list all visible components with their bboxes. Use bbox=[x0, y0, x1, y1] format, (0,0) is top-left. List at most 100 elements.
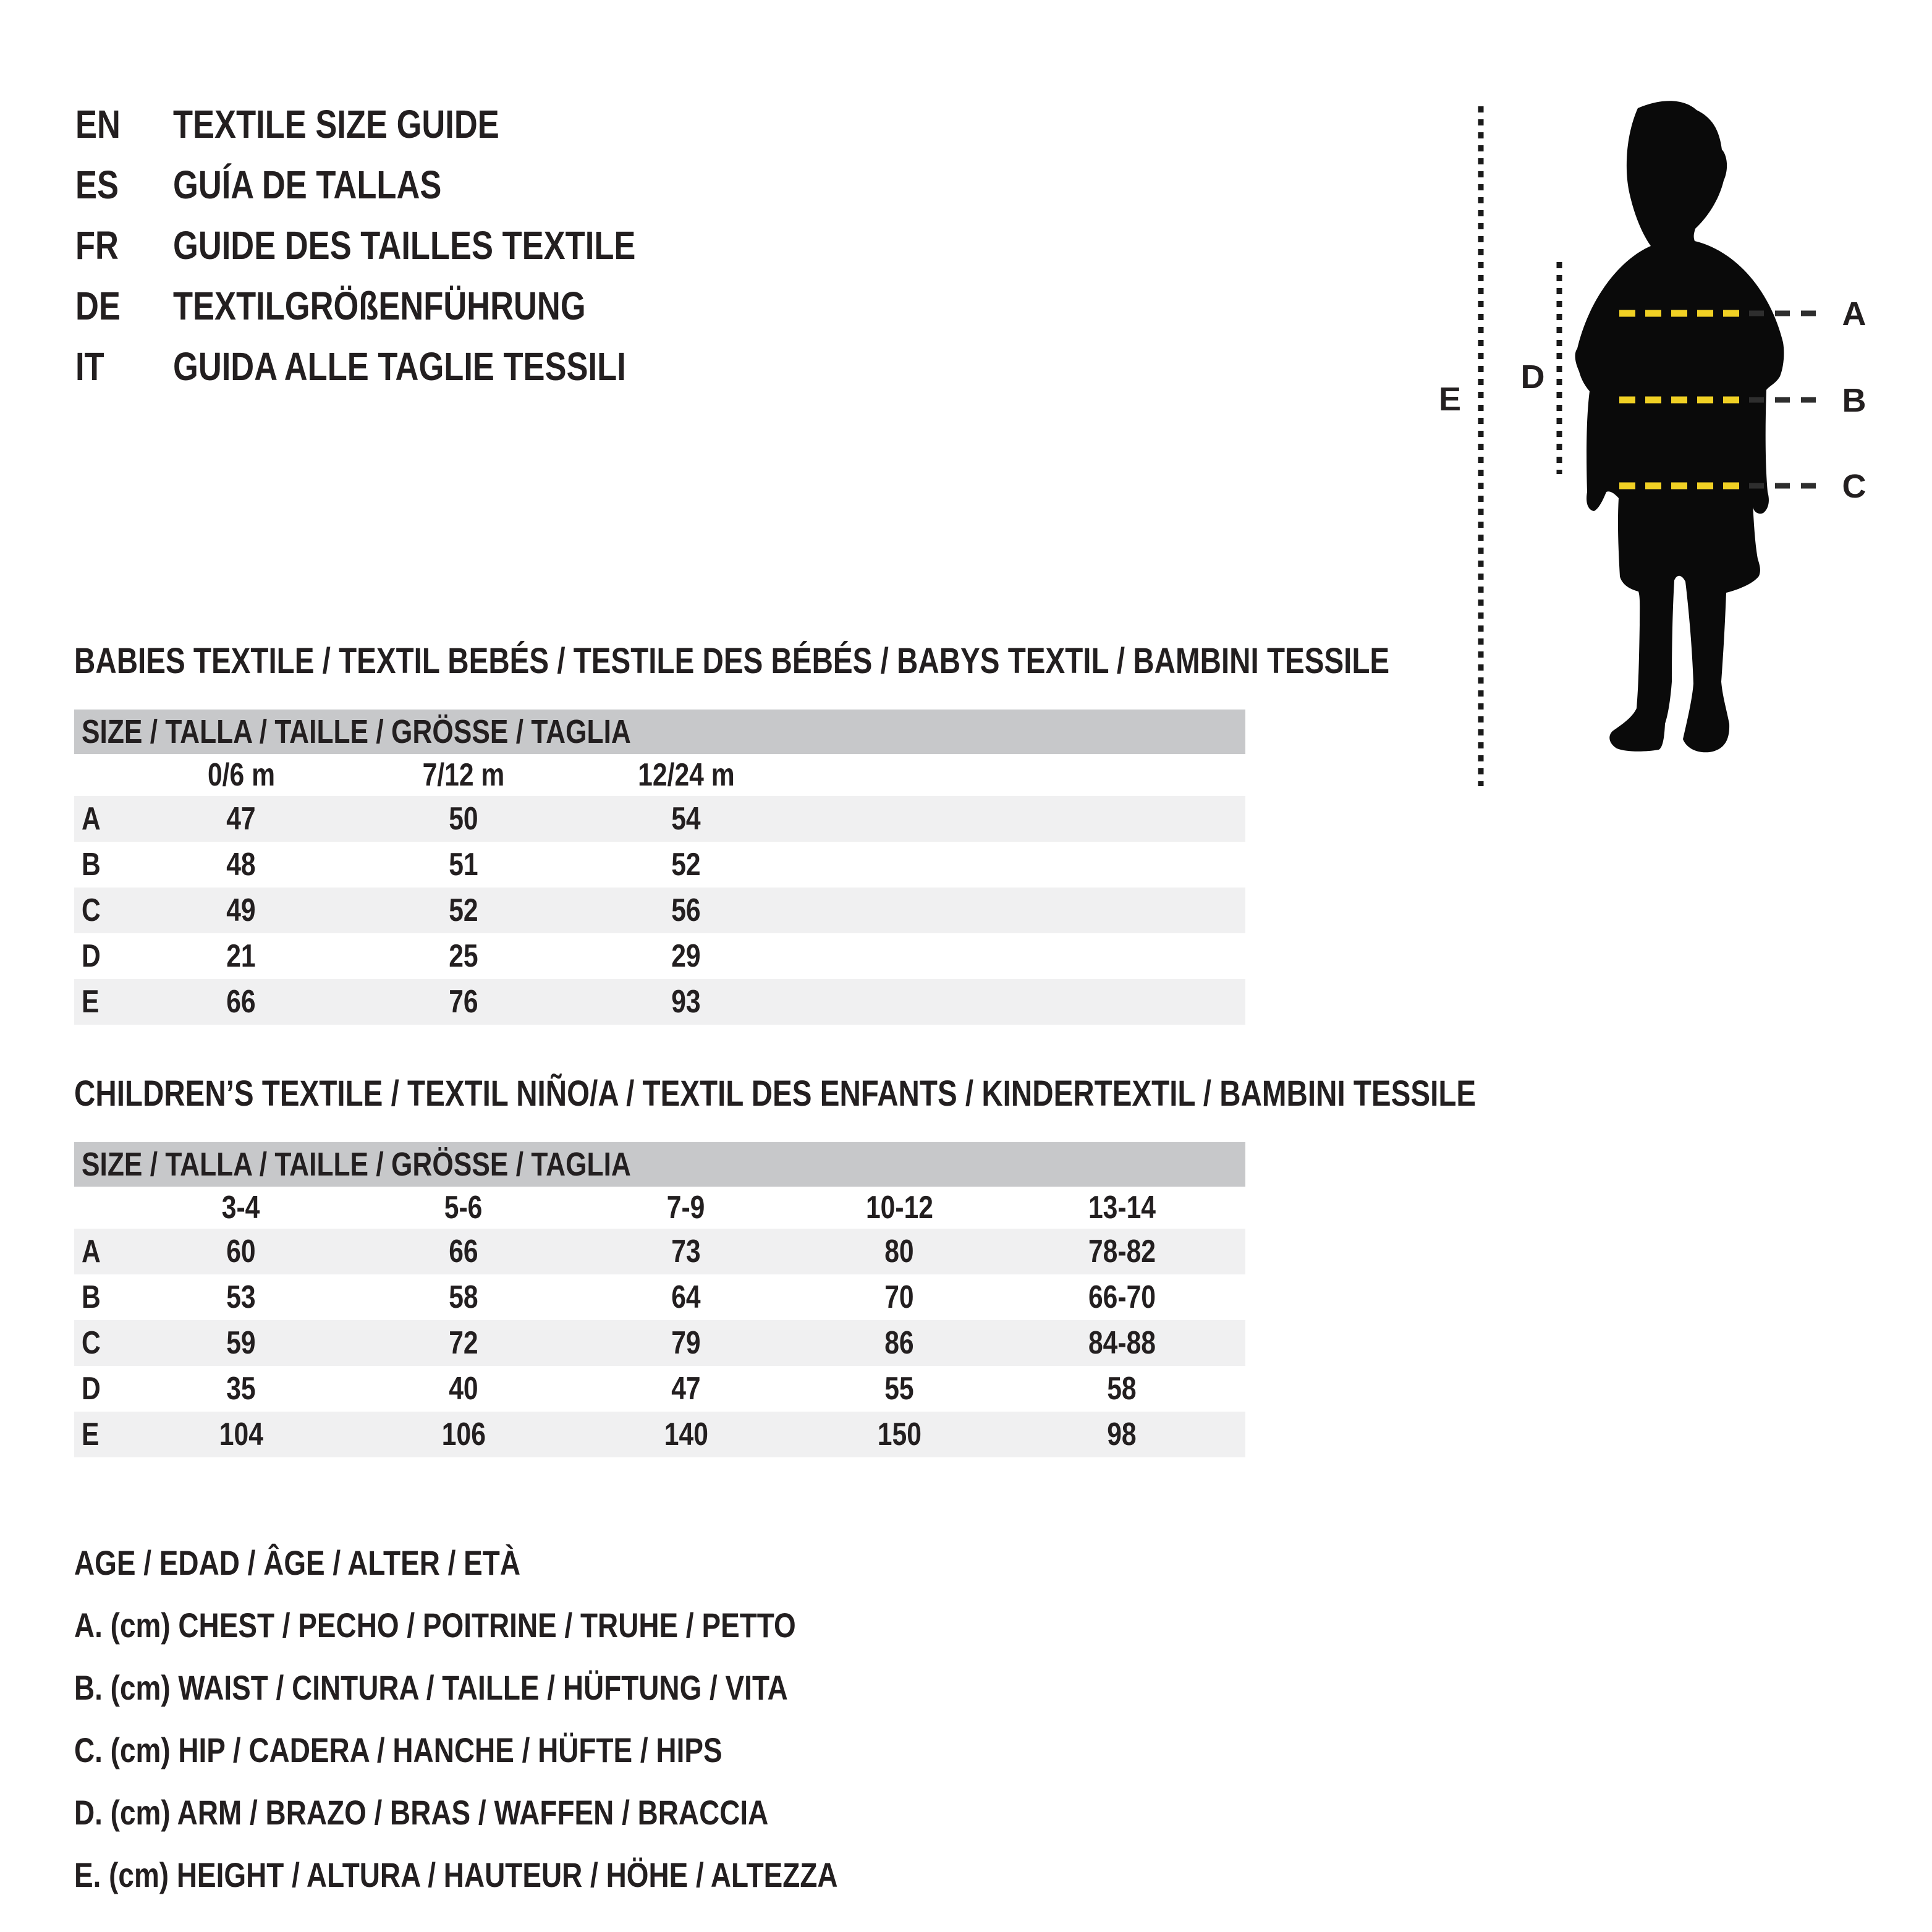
row-label: C bbox=[82, 1325, 101, 1361]
column-header: 13-14 bbox=[1088, 1190, 1156, 1226]
cell: 76 bbox=[449, 984, 478, 1020]
cell: 98 bbox=[1107, 1417, 1137, 1452]
size-header-label: SIZE / TALLA / TAILLE / GRÖSSE / TAGLIA bbox=[82, 713, 631, 750]
guide-title-de: TEXTILGRÖßENFÜHRUNG bbox=[173, 284, 586, 328]
child-silhouette bbox=[1575, 101, 1784, 753]
row-label: A bbox=[82, 1234, 101, 1269]
cell: 60 bbox=[226, 1234, 256, 1269]
babies-section-heading: BABIES TEXTILE / TEXTIL BEBÉS / TESTILE … bbox=[74, 641, 1390, 681]
cell: 73 bbox=[671, 1234, 701, 1269]
legend-line-hip: C. (cm) HIP / CADERA / HANCHE / HÜFTE / … bbox=[74, 1731, 722, 1769]
row-label: C bbox=[82, 892, 101, 928]
cell: 70 bbox=[884, 1279, 914, 1315]
row-label: E bbox=[82, 984, 100, 1020]
table-row-b: B 53 58 64 70 66-70 bbox=[74, 1274, 1245, 1320]
language-code: FR bbox=[75, 223, 119, 268]
cell: 72 bbox=[449, 1325, 478, 1361]
cell: 49 bbox=[226, 892, 256, 928]
table-row-c: C 59 72 79 86 84-88 bbox=[74, 1320, 1245, 1366]
size-header-bar: SIZE / TALLA / TAILLE / GRÖSSE / TAGLIA bbox=[74, 1142, 1245, 1187]
language-code: DE bbox=[75, 284, 121, 328]
size-header-label: SIZE / TALLA / TAILLE / GRÖSSE / TAGLIA bbox=[82, 1146, 631, 1183]
cell: 29 bbox=[671, 938, 701, 974]
cell: 52 bbox=[449, 892, 478, 928]
cell: 48 bbox=[226, 847, 256, 883]
column-header: 7/12 m bbox=[422, 757, 505, 793]
column-header: 5-6 bbox=[444, 1190, 483, 1226]
cell: 47 bbox=[671, 1371, 701, 1407]
figure-label-a: A bbox=[1842, 295, 1866, 333]
cell: 53 bbox=[226, 1279, 256, 1315]
child-silhouette-diagram bbox=[1478, 101, 1827, 786]
legend-line-waist: B. (cm) WAIST / CINTURA / TAILLE / HÜFTU… bbox=[74, 1668, 788, 1707]
cell: 55 bbox=[884, 1371, 914, 1407]
cell: 47 bbox=[226, 801, 256, 837]
cell: 150 bbox=[877, 1417, 922, 1452]
legend-line-chest: A. (cm) CHEST / PECHO / POITRINE / TRUHE… bbox=[74, 1606, 796, 1645]
legend-line-height: E. (cm) HEIGHT / ALTURA / HAUTEUR / HÖHE… bbox=[74, 1855, 838, 1894]
cell: 54 bbox=[671, 801, 701, 837]
table-row-b: B 48 51 52 bbox=[74, 842, 1245, 888]
row-label: D bbox=[82, 938, 101, 974]
measurement-figure bbox=[1452, 93, 1932, 810]
table-row-e: E 104 106 140 150 98 bbox=[74, 1412, 1245, 1457]
legend-line-arm: D. (cm) ARM / BRAZO / BRAS / WAFFEN / BR… bbox=[74, 1793, 769, 1832]
cell: 56 bbox=[671, 892, 701, 928]
guide-title-fr: GUIDE DES TAILLES TEXTILE bbox=[173, 223, 636, 268]
row-label: D bbox=[82, 1371, 101, 1407]
cell: 59 bbox=[226, 1325, 256, 1361]
guide-title-it: GUIDA ALLE TAGLIE TESSILI bbox=[173, 344, 626, 389]
measurement-legend: AGE / EDAD / ÂGE / ALTER / ETÀ A. (cm) C… bbox=[74, 1532, 1006, 1906]
children-column-headers: 3-4 5-6 7-9 10-12 13-14 bbox=[74, 1187, 1245, 1229]
cell: 84-88 bbox=[1088, 1325, 1156, 1361]
column-header: 0/6 m bbox=[207, 757, 275, 793]
cell: 58 bbox=[449, 1279, 478, 1315]
cell: 80 bbox=[884, 1234, 914, 1269]
row-label: E bbox=[82, 1417, 100, 1452]
cell: 35 bbox=[226, 1371, 256, 1407]
figure-label-c: C bbox=[1842, 468, 1866, 505]
table-row-d: D 21 25 29 bbox=[74, 933, 1245, 979]
cell: 66 bbox=[226, 984, 256, 1020]
cell: 64 bbox=[671, 1279, 701, 1315]
guide-title-es: GUÍA DE TALLAS bbox=[173, 163, 442, 207]
cell: 21 bbox=[226, 938, 256, 974]
babies-column-headers: 0/6 m 7/12 m 12/24 m bbox=[74, 754, 1245, 796]
row-label: B bbox=[82, 1279, 101, 1315]
language-code: IT bbox=[75, 344, 104, 389]
table-row-a: A 60 66 73 80 78-82 bbox=[74, 1229, 1245, 1274]
table-row-c: C 49 52 56 bbox=[74, 888, 1245, 933]
figure-label-d: D bbox=[1520, 358, 1545, 396]
babies-size-table: SIZE / TALLA / TAILLE / GRÖSSE / TAGLIA … bbox=[74, 710, 1245, 1025]
cell: 51 bbox=[449, 847, 478, 883]
guide-title-en: TEXTILE SIZE GUIDE bbox=[173, 102, 499, 146]
row-label: A bbox=[82, 801, 101, 837]
table-row-a: A 47 50 54 bbox=[74, 796, 1245, 842]
cell: 104 bbox=[219, 1417, 263, 1452]
cell: 52 bbox=[671, 847, 701, 883]
cell: 79 bbox=[671, 1325, 701, 1361]
cell: 78-82 bbox=[1088, 1234, 1156, 1269]
cell: 86 bbox=[884, 1325, 914, 1361]
cell: 66 bbox=[449, 1234, 478, 1269]
figure-label-b: B bbox=[1842, 382, 1866, 419]
size-header-bar: SIZE / TALLA / TAILLE / GRÖSSE / TAGLIA bbox=[74, 710, 1245, 754]
children-section-heading: CHILDREN’S TEXTILE / TEXTIL NIÑO/A / TEX… bbox=[74, 1074, 1477, 1114]
column-header: 12/24 m bbox=[637, 757, 735, 793]
table-row-e: E 66 76 93 bbox=[74, 979, 1245, 1025]
cell: 40 bbox=[449, 1371, 478, 1407]
column-header: 3-4 bbox=[222, 1190, 260, 1226]
cell: 66-70 bbox=[1088, 1279, 1156, 1315]
language-code: EN bbox=[75, 102, 121, 146]
cell: 93 bbox=[671, 984, 701, 1020]
cell: 25 bbox=[449, 938, 478, 974]
figure-label-e: E bbox=[1438, 381, 1462, 418]
column-header: 10-12 bbox=[865, 1190, 933, 1226]
cell: 58 bbox=[1107, 1371, 1137, 1407]
language-code: ES bbox=[75, 163, 119, 207]
cell: 140 bbox=[664, 1417, 708, 1452]
row-label: B bbox=[82, 847, 101, 883]
column-header: 7-9 bbox=[667, 1190, 705, 1226]
cell: 106 bbox=[441, 1417, 486, 1452]
